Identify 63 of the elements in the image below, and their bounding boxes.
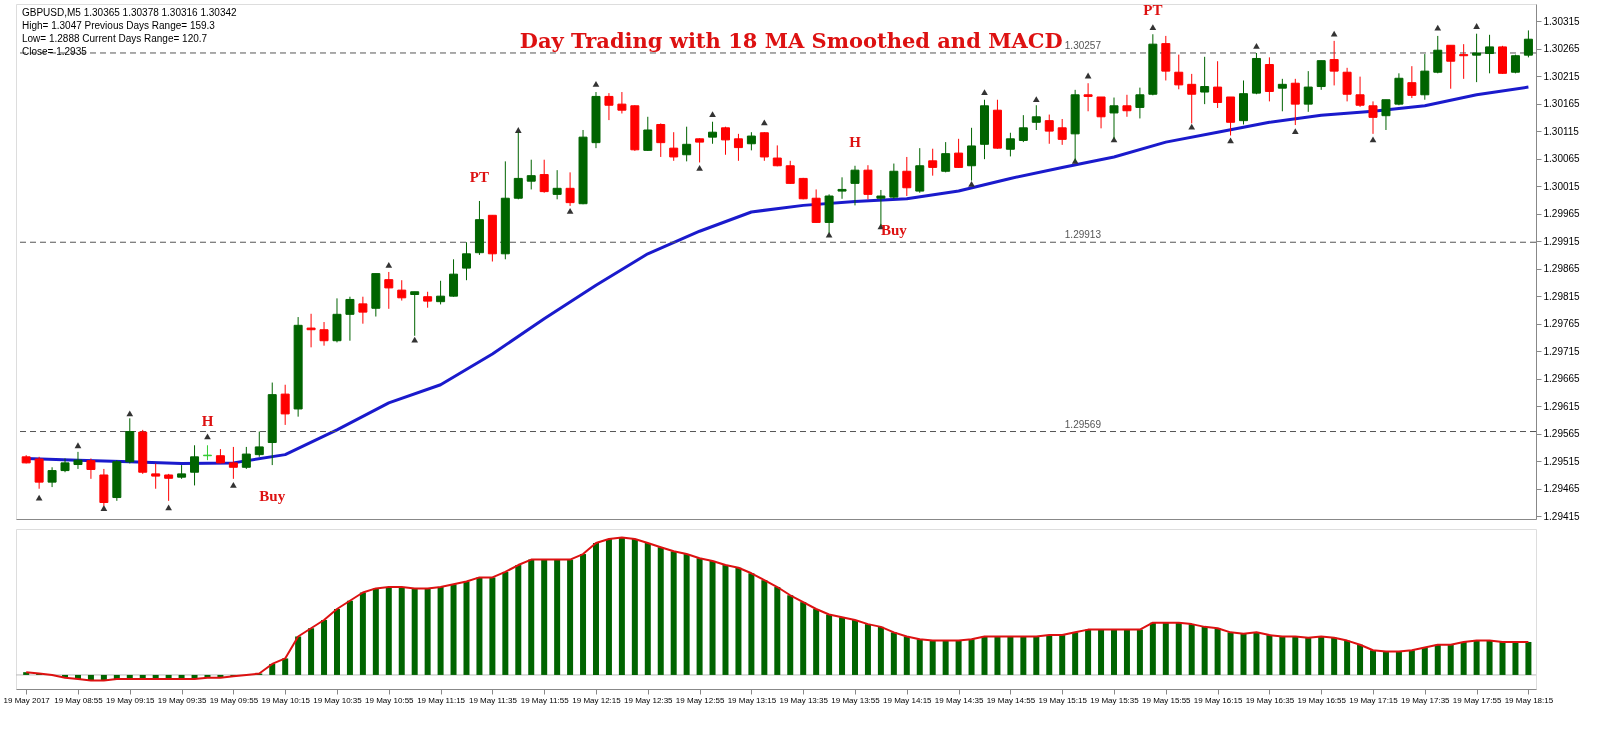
- y-tick-label: 1.29415: [1543, 510, 1581, 522]
- x-tick-label: 19 May 14:35: [934, 695, 984, 705]
- y-tick-label: 1.29465: [1543, 483, 1581, 495]
- y-tick-label: 1.30065: [1543, 153, 1581, 165]
- annotation: GBPUSD,M5 1.30365 1.30378 1.30316 1.30342: [22, 7, 238, 18]
- x-tick-label: 19 May 17:55: [1452, 695, 1502, 705]
- x-tick-label: 19 May 15:35: [1090, 695, 1140, 705]
- y-tick-label: 1.29865: [1543, 263, 1581, 275]
- x-tick-label: 19 May 09:15: [106, 695, 156, 705]
- y-tick-label: 1.29515: [1543, 455, 1581, 467]
- annotation: PT: [1143, 2, 1163, 19]
- annotation: Buy: [880, 221, 908, 238]
- x-tick-label: 19 May 10:35: [313, 695, 363, 705]
- annotation: High= 1.3047 Previous Days Range= 159.3: [22, 20, 216, 31]
- x-tick-label: 19 May 15:15: [1038, 695, 1088, 705]
- x-tick-label: 19 May 10:15: [261, 695, 311, 705]
- y-tick-label: 1.30265: [1543, 43, 1581, 55]
- y-tick-label: 1.30215: [1543, 70, 1581, 82]
- x-tick-label: 19 May 17:35: [1401, 695, 1451, 705]
- ref-line-label: 1.30257: [1064, 39, 1102, 51]
- annotation: H: [849, 133, 862, 150]
- y-tick-label: 1.29815: [1543, 290, 1581, 302]
- x-tick-label: 19 May 13:35: [779, 695, 829, 705]
- x-tick-label: 19 May 13:15: [727, 695, 777, 705]
- y-tick-label: 1.30115: [1543, 125, 1580, 137]
- x-tick-label: 19 May 08:55: [54, 695, 104, 705]
- annotation: PT: [469, 168, 490, 185]
- annotation: Close= 1.2935: [22, 46, 88, 57]
- text: Day Trading with 18 MA Smoothed and MACD: [519, 28, 1063, 53]
- x-tick-label: 19 May 11:55: [520, 695, 570, 705]
- y-tick-label: 1.29565: [1543, 428, 1581, 440]
- annotation: Low= 1.2888 Current Days Range= 120.7: [22, 33, 208, 44]
- y-tick-label: 1.30165: [1543, 98, 1581, 110]
- x-tick-label: 19 May 16:15: [1193, 695, 1243, 705]
- x-tick-label: 19 May 15:55: [1142, 695, 1192, 705]
- x-tick-label: 19 May 11:35: [468, 695, 518, 705]
- y-tick-label: 1.29765: [1543, 318, 1581, 330]
- x-tick-label: 19 May 12:55: [675, 695, 725, 705]
- x-tick-label: 19 May 09:55: [209, 695, 259, 705]
- y-tick-label: 1.30315: [1543, 15, 1581, 27]
- y-tick-label: 1.29915: [1543, 235, 1581, 247]
- annotation: Buy: [259, 488, 286, 505]
- x-tick-label: 19 May 13:55: [831, 695, 881, 705]
- x-tick-label: 19 May 2017: [3, 695, 51, 705]
- ref-line-label: 1.29569: [1064, 418, 1102, 430]
- x-tick-label: 19 May 16:35: [1245, 695, 1295, 705]
- y-tick-label: 1.29665: [1543, 373, 1581, 385]
- x-tick-label: 19 May 09:35: [157, 695, 207, 705]
- x-tick-label: 19 May 11:15: [417, 695, 466, 705]
- x-tick-label: 19 May 14:15: [883, 695, 933, 705]
- y-tick-label: 1.30015: [1543, 180, 1581, 192]
- x-tick-label: 19 May 17:15: [1349, 695, 1399, 705]
- annotation: H: [201, 413, 214, 430]
- y-tick-label: 1.29715: [1543, 345, 1581, 357]
- y-tick-label: 1.29615: [1543, 400, 1581, 412]
- x-tick-label: 19 May 12:15: [572, 695, 622, 705]
- x-tick-label: 19 May 10:55: [365, 695, 415, 705]
- ref-line-label: 1.29913: [1064, 229, 1102, 241]
- x-tick-label: 19 May 12:35: [624, 695, 674, 705]
- x-tick-label: 19 May 14:55: [986, 695, 1036, 705]
- y-tick-label: 1.29965: [1543, 208, 1581, 220]
- x-tick-label: 19 May 16:55: [1297, 695, 1347, 705]
- x-tick-label: 19 May 18:15: [1504, 695, 1554, 705]
